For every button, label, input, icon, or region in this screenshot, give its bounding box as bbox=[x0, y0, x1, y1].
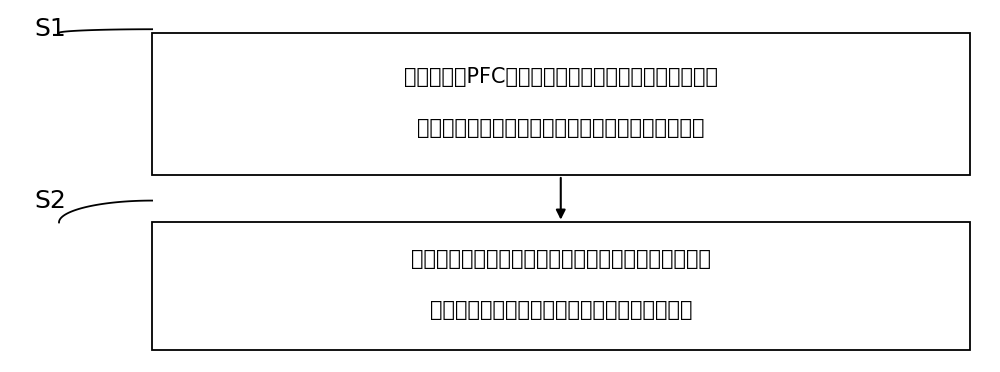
FancyBboxPatch shape bbox=[152, 33, 970, 175]
FancyBboxPatch shape bbox=[152, 222, 970, 350]
Text: 根据主支路和副支路的当前工作状态，以及主支路和副: 根据主支路和副支路的当前工作状态，以及主支路和副 bbox=[411, 249, 711, 269]
Text: 支路的设置状态对主支路和副支路进行切换控制: 支路的设置状态对主支路和副支路进行切换控制 bbox=[430, 300, 692, 320]
Text: S2: S2 bbox=[34, 189, 66, 212]
Text: 检测交错式PFC电路中主支路和副支路的当前工作状态: 检测交错式PFC电路中主支路和副支路的当前工作状态 bbox=[404, 67, 718, 87]
Text: ，并读取存储器中存储的主支路和副支路的设置状态: ，并读取存储器中存储的主支路和副支路的设置状态 bbox=[418, 118, 705, 138]
Text: S1: S1 bbox=[34, 17, 66, 41]
